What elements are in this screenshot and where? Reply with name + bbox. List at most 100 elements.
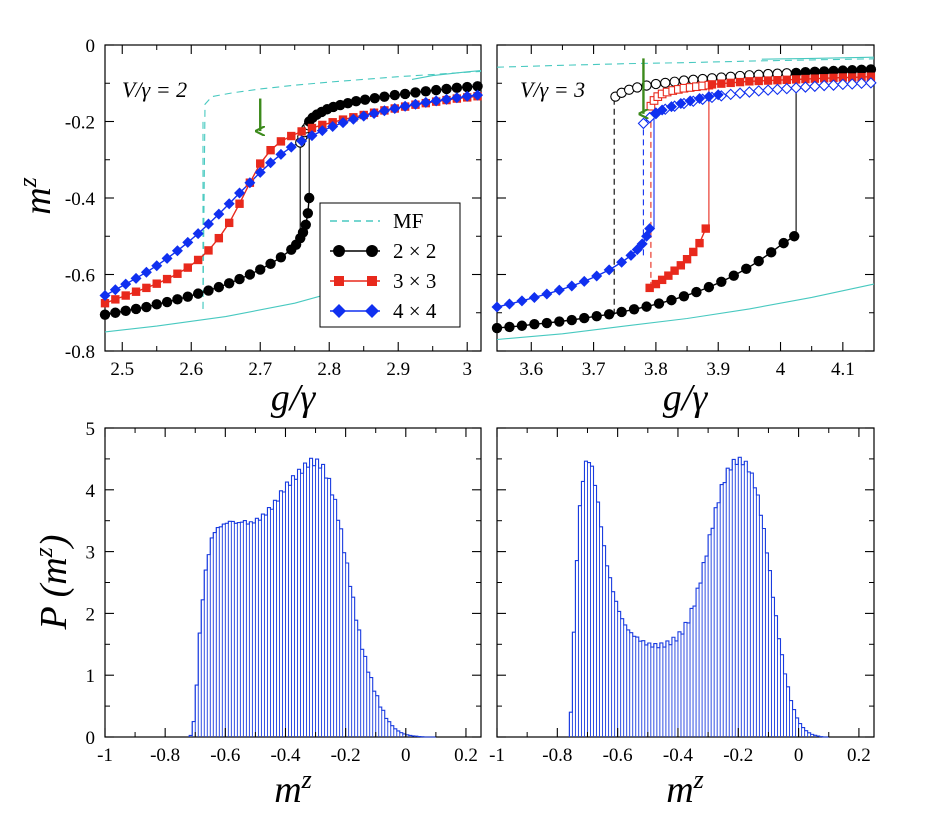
legend-label-4x4: 4 × 4 [393,299,437,323]
data-point [379,91,390,102]
series-line [202,70,482,309]
data-point [780,82,793,95]
data-point [192,228,204,240]
data-point [213,281,225,293]
y-tick-label: -0.8 [65,342,95,363]
data-point [603,264,615,276]
legend-marker-3x3-left [334,276,344,286]
data-point [131,287,141,296]
data-point [837,65,849,76]
data-point [716,276,727,287]
legend: MF 2 × 2 3 × 3 4 × 4 [319,202,461,328]
y-tick-label: -0.6 [65,266,95,287]
data-point [151,260,163,272]
data-point [735,77,745,87]
legend-marker-3x3-right [367,276,377,286]
y-tick-label: 4 [86,481,96,502]
data-point [389,102,401,114]
data-point [161,296,173,308]
data-point [451,92,463,104]
data-point [99,290,111,302]
data-point [337,117,349,129]
legend-marker-4x4-right [365,304,379,318]
x-tick-label: -0.6 [603,745,633,766]
data-point [676,261,686,270]
data-point [541,288,553,300]
data-point [182,291,193,302]
data-point [223,278,235,289]
data-point [782,75,791,85]
data-point [173,269,182,278]
data-point [726,78,735,88]
data-point [285,141,297,153]
data-point [276,137,286,146]
x-tick-labels: -1 -0.8 -0.6 -0.4 -0.2 0 0.2 [489,745,871,766]
data-point [120,278,132,290]
data-point [306,130,318,142]
x-axis-title-br-main: m [666,769,693,811]
data-point [223,198,235,210]
x-axis-title-bottom-right: mz [666,765,704,811]
x-axis-title-bottom-left: mz [274,765,312,811]
data-point [399,88,411,100]
data-point [244,177,256,189]
panel-top-right: 3.6 3.7 3.8 3.9 4 4.1 V/γ = 3 [491,44,877,380]
histogram-bars [568,456,829,738]
x-axis-title-top-right: g/γ [663,377,709,419]
data-point [865,64,877,75]
data-point [657,275,667,285]
data-point [789,231,800,242]
data-series [491,56,877,341]
x-tick-label: -0.4 [270,745,301,766]
data-point [829,73,838,83]
data-point [651,279,661,289]
data-point [491,322,503,334]
panel-annotation: V/γ = 3 [520,77,585,102]
data-point [694,93,706,105]
data-point [111,295,120,304]
x-tick-label: -0.2 [723,745,753,766]
data-point [265,258,276,269]
data-point [516,320,528,331]
data-point [213,208,225,220]
y-tick-label: 1 [86,666,96,687]
data-point [171,245,183,257]
data-point [628,304,640,315]
series-line [761,56,875,60]
data-point [503,298,515,310]
data-point [566,280,578,292]
data-point [368,107,380,119]
x-tick-label: -1 [97,745,113,766]
y-tick-label: 5 [86,419,96,440]
data-point [752,85,765,97]
x-tick-label: 3.7 [582,359,606,380]
y-tick-label: -0.4 [65,189,96,210]
data-point [202,218,214,230]
x-tick-labels: 3.6 3.7 3.8 3.9 4 4.1 [519,359,854,380]
data-point [389,89,400,101]
data-point [327,120,339,132]
plot-frame [496,427,875,738]
data-point [653,298,665,309]
x-tick-label: 2.5 [110,359,134,380]
x-tick-label: 2.6 [179,359,203,380]
x-tick-label: 3 [462,359,472,380]
series-line [496,58,875,68]
data-point [142,283,151,293]
data-point [625,249,637,261]
y-tick-label: 0 [86,36,96,57]
y-axis-title-bottom-sup: z [29,547,58,558]
data-point [342,97,354,109]
data-point [670,266,679,275]
data-point [717,79,726,88]
data-point [847,73,857,82]
y-axis-title-top-main: m [17,187,59,214]
x-tick-labels: -1 -0.8 -0.6 -0.4 -0.2 0 0.2 [97,745,478,766]
x-tick-label: -0.2 [331,745,361,766]
data-point [616,256,628,268]
y-axis-title-top-sup: z [13,177,42,188]
data-point [120,305,131,317]
data-point [753,255,764,267]
data-point [818,79,830,92]
data-point [684,95,696,107]
